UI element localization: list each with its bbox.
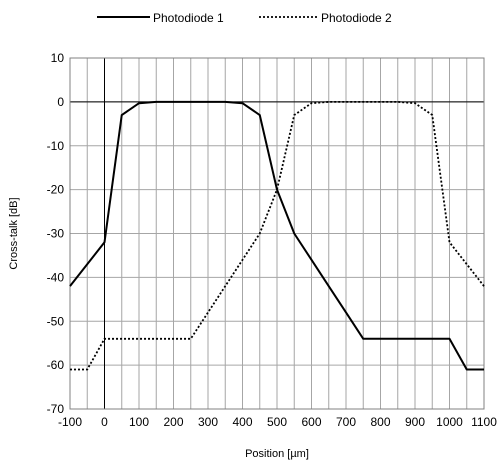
plot-frame [69,57,485,410]
x-tick-label: 700 [336,415,356,429]
y-axis-label: Cross-talk [dB] [8,197,20,269]
x-tick-label: 800 [370,415,390,429]
y-tick-label: -60 [47,358,65,372]
x-tick-label: 900 [405,415,425,429]
x-tick-label: 300 [198,415,218,429]
y-tick-label: 10 [51,51,65,65]
x-tick-label: 600 [301,415,321,429]
series-line-2 [70,100,485,371]
series-lines [69,100,485,371]
y-tick-label: -30 [47,227,65,241]
y-tick-label: -10 [47,139,65,153]
y-tick-label: 0 [57,95,64,109]
legend-label-1: Photodiode 1 [153,11,224,25]
y-tick-label: -40 [47,270,65,284]
x-tick-label: 400 [232,415,252,429]
x-axis-label: Position [µm] [245,448,309,460]
series-line-1 [69,100,484,371]
y-tick-labels: 10 0 -10 -20 -30 -40 -50 -60 -70 [47,51,65,416]
legend: Photodiode 1 Photodiode 2 [97,11,392,25]
x-tick-labels: -100 0 100 200 300 400 500 600 700 800 900 1000 1100 [58,415,497,429]
x-tick-label: 200 [163,415,183,429]
x-tick-label: 100 [129,415,149,429]
y-tick-label: -50 [47,314,65,328]
y-tick-label: -20 [47,183,65,197]
x-tick-label: 1100 [471,415,497,429]
grid [69,57,485,410]
x-tick-label: 0 [101,415,108,429]
x-tick-label: -100 [58,415,82,429]
y-tick-label: -70 [47,402,65,416]
legend-label-2: Photodiode 2 [321,11,392,25]
x-tick-label: 500 [267,415,287,429]
x-tick-label: 1000 [436,415,463,429]
